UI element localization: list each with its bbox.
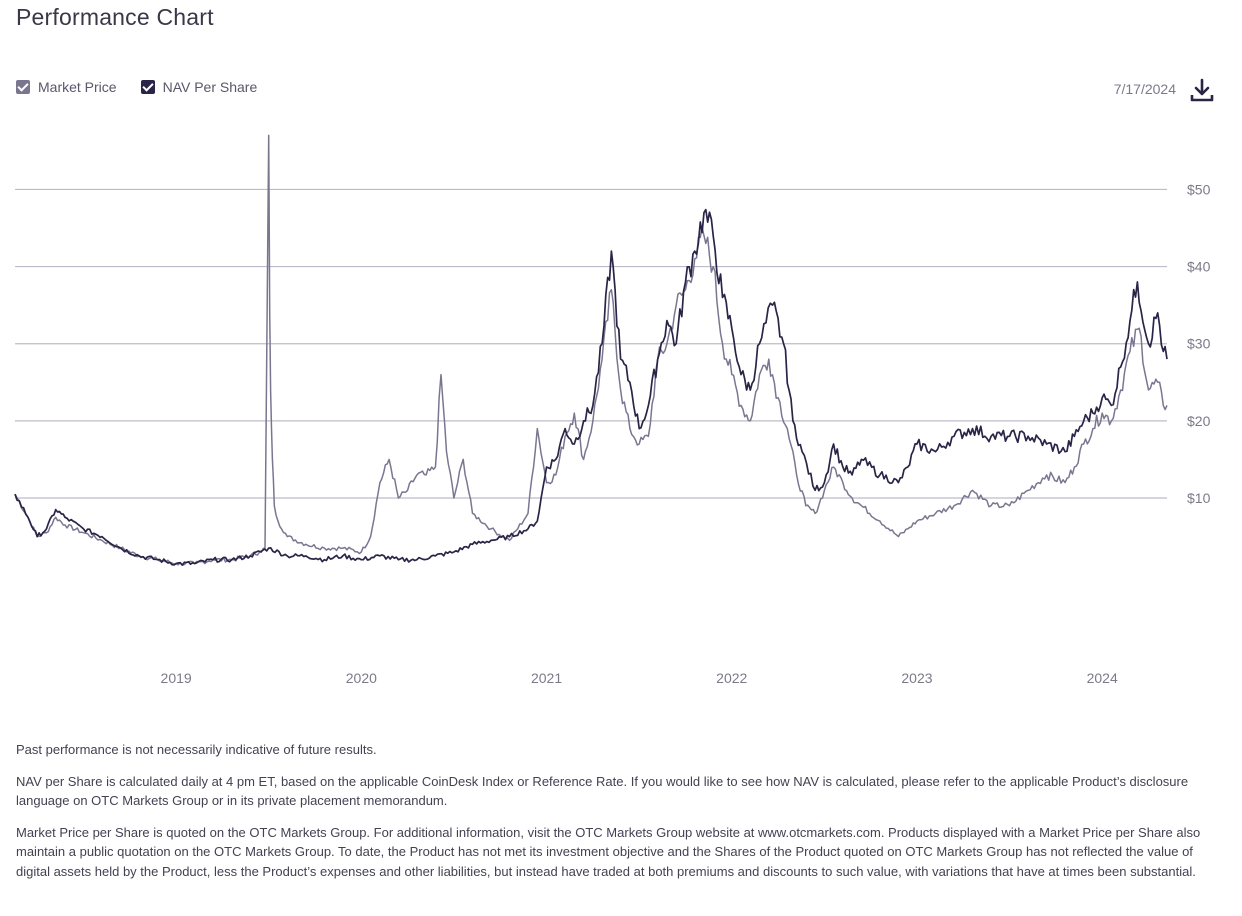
legend-label-market-price: Market Price (38, 79, 117, 95)
y-tick-label: $10 (1187, 490, 1211, 506)
legend-item-market-price[interactable]: Market Price (16, 79, 117, 95)
x-tick-label: 2020 (346, 670, 377, 686)
x-tick-label: 2024 (1087, 670, 1118, 686)
y-tick-label: $50 (1187, 181, 1211, 197)
chart-grid (15, 188, 1167, 499)
disclaimer-market-price: Market Price per Share is quoted on the … (16, 824, 1201, 879)
download-icon (1190, 78, 1214, 102)
y-tick-label: $40 (1187, 259, 1211, 275)
nav-per-share-checkbox[interactable] (140, 80, 155, 94)
as-of-date: 7/17/2024 (1113, 81, 1176, 97)
legend-item-nav-per-share[interactable]: NAV Per Share (140, 79, 258, 95)
x-tick-label: 2021 (531, 670, 562, 686)
x-tick-label: 2019 (161, 670, 192, 686)
chart-series (14, 134, 1168, 567)
legend-label-nav-per-share: NAV Per Share (162, 79, 258, 95)
market-price-checkbox[interactable] (16, 80, 30, 94)
chart-axes: $10 $20 $30 $40 $50 2019 2020 2021 2022 2023 2024 (161, 181, 1211, 686)
y-tick-label: $30 (1187, 336, 1211, 352)
disclaimer-nav: NAV per Share is calculated daily at 4 p… (16, 773, 1189, 809)
page-title: Performance Chart (16, 4, 214, 30)
disclaimer-past-performance: Past performance is not necessarily indi… (16, 742, 377, 757)
series-line-nav-per-share (14, 208, 1168, 566)
performance-chart: $10 $20 $30 $40 $50 2019 2020 2021 2022 2023 2024 (14, 134, 1211, 686)
series-line-market-price (14, 134, 1168, 567)
chart-legend: Market Price NAV Per Share (16, 79, 281, 95)
download-button[interactable] (1190, 78, 1214, 104)
disclaimer-notes: Past performance is not necessarily indi… (16, 740, 1216, 893)
x-tick-label: 2023 (901, 670, 932, 686)
x-tick-label: 2022 (716, 670, 747, 686)
y-tick-label: $20 (1187, 413, 1211, 429)
